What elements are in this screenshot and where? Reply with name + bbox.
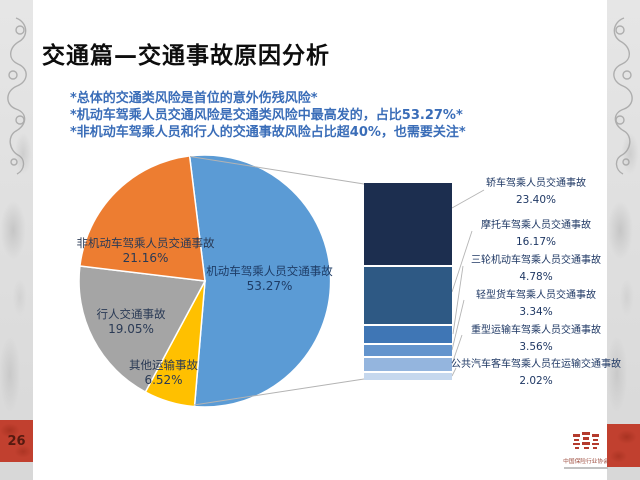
right-red-block: [607, 424, 640, 467]
breakdown-label-pct: 3.56%: [519, 341, 553, 353]
pie-slice-0: [188, 154, 332, 408]
breakdown-label-text: 摩托车驾乘人员交通事故: [481, 220, 591, 231]
pie-label-non-motor: 非机动车驾乘人员交通事故 21.16%: [58, 236, 233, 265]
bar-segment-2: [364, 325, 452, 343]
breakdown-label-bus: 公共汽车客车驾乘人员在运输交通事故 2.02%: [451, 359, 621, 387]
pie-label-pct: 53.27%: [246, 279, 293, 293]
pie-slices: [78, 154, 332, 408]
right-border-strip: [607, 0, 640, 480]
breakdown-label-motorcycle: 摩托车驾乘人员交通事故 16.17%: [451, 220, 621, 248]
page-number-block: 26: [0, 420, 33, 462]
pie-label-text: 非机动车驾乘人员交通事故: [76, 236, 215, 250]
breakdown-label-car: 轿车驾乘人员交通事故 23.40%: [451, 178, 621, 206]
pie-label-pedestrian: 行人交通事故 19.05%: [52, 307, 210, 336]
pie-label-pct: 21.16%: [122, 251, 169, 265]
bar-segment-4: [364, 358, 452, 371]
breakdown-label-text: 轻型货车驾乘人员交通事故: [476, 290, 596, 301]
breakdown-label-heavy-truck: 重型运输车驾乘人员交通事故 3.56%: [451, 325, 621, 353]
leader-lines: [451, 189, 485, 377]
breakdown-label-pct: 4.78%: [519, 271, 553, 283]
bar-segment-1: [364, 267, 452, 324]
breakdown-label-three-wheeler: 三轮机动车驾乘人员交通事故 4.78%: [451, 255, 621, 283]
key-findings: *总体的交通类风险是首位的意外伤残风险* *机动车驾乘人员交通风险是交通类风险中…: [70, 90, 466, 141]
pie-label-text: 其他运输事故: [129, 358, 198, 372]
breakdown-label-text: 三轮机动车驾乘人员交通事故: [471, 255, 601, 266]
page-number: 26: [7, 433, 26, 449]
pie-label-text: 机动车驾乘人员交通事故: [206, 264, 333, 278]
pie-label-text: 行人交通事故: [96, 307, 166, 321]
breakdown-stacked-bar: [364, 183, 452, 380]
pie-slice-3: [79, 155, 206, 282]
bar-segment-5: [364, 372, 452, 380]
association-logo: 中国保险行业协会: [558, 431, 614, 469]
breakdown-label-text: 轿车驾乘人员交通事故: [486, 178, 586, 189]
left-border-strip: 26: [0, 0, 33, 480]
breakdown-label-text: 公共汽车客车驾乘人员在运输交通事故: [451, 359, 621, 370]
projection-lines: [189, 156, 365, 406]
pie-slice-2: [78, 265, 207, 394]
bar-segment-0: [364, 183, 452, 266]
breakdown-label-pct: 3.34%: [519, 306, 553, 318]
pie-label-other-transport: 其他运输事故 6.52%: [86, 358, 241, 387]
bar-segment-3: [364, 344, 452, 357]
breakdown-label-pct: 16.17%: [515, 236, 557, 248]
dragon-ornament-icon: [7, 17, 27, 175]
breakdown-label-pct: 23.40%: [515, 194, 557, 206]
breakdown-label-text: 重型运输车驾乘人员交通事故: [471, 325, 601, 336]
bullet-1: *总体的交通类风险是首位的意外伤残风险*: [70, 91, 318, 106]
slide-title: 交通篇—交通事故原因分析: [42, 43, 330, 69]
pie-label-pct: 6.52%: [144, 373, 183, 387]
association-subtext-line: [564, 467, 608, 469]
pie-label-pct: 19.05%: [108, 322, 154, 336]
bullet-2: *机动车驾乘人员交通风险是交通类风险中最高发的，占比53.27%*: [70, 108, 463, 123]
pie-label-motor-vehicle: 机动车驾乘人员交通事故 53.27%: [182, 264, 357, 293]
breakdown-label-light-truck: 轻型货车驾乘人员交通事故 3.34%: [451, 290, 621, 318]
association-name: 中国保险行业协会: [563, 458, 609, 465]
breakdown-label-pct: 2.02%: [519, 375, 553, 387]
dragon-ornament-icon: [613, 17, 633, 175]
bullet-3: *非机动车驾乘人员和行人的交通事故风险占比超40%，也需要关注*: [70, 125, 466, 140]
association-seal-icon: [573, 432, 599, 449]
